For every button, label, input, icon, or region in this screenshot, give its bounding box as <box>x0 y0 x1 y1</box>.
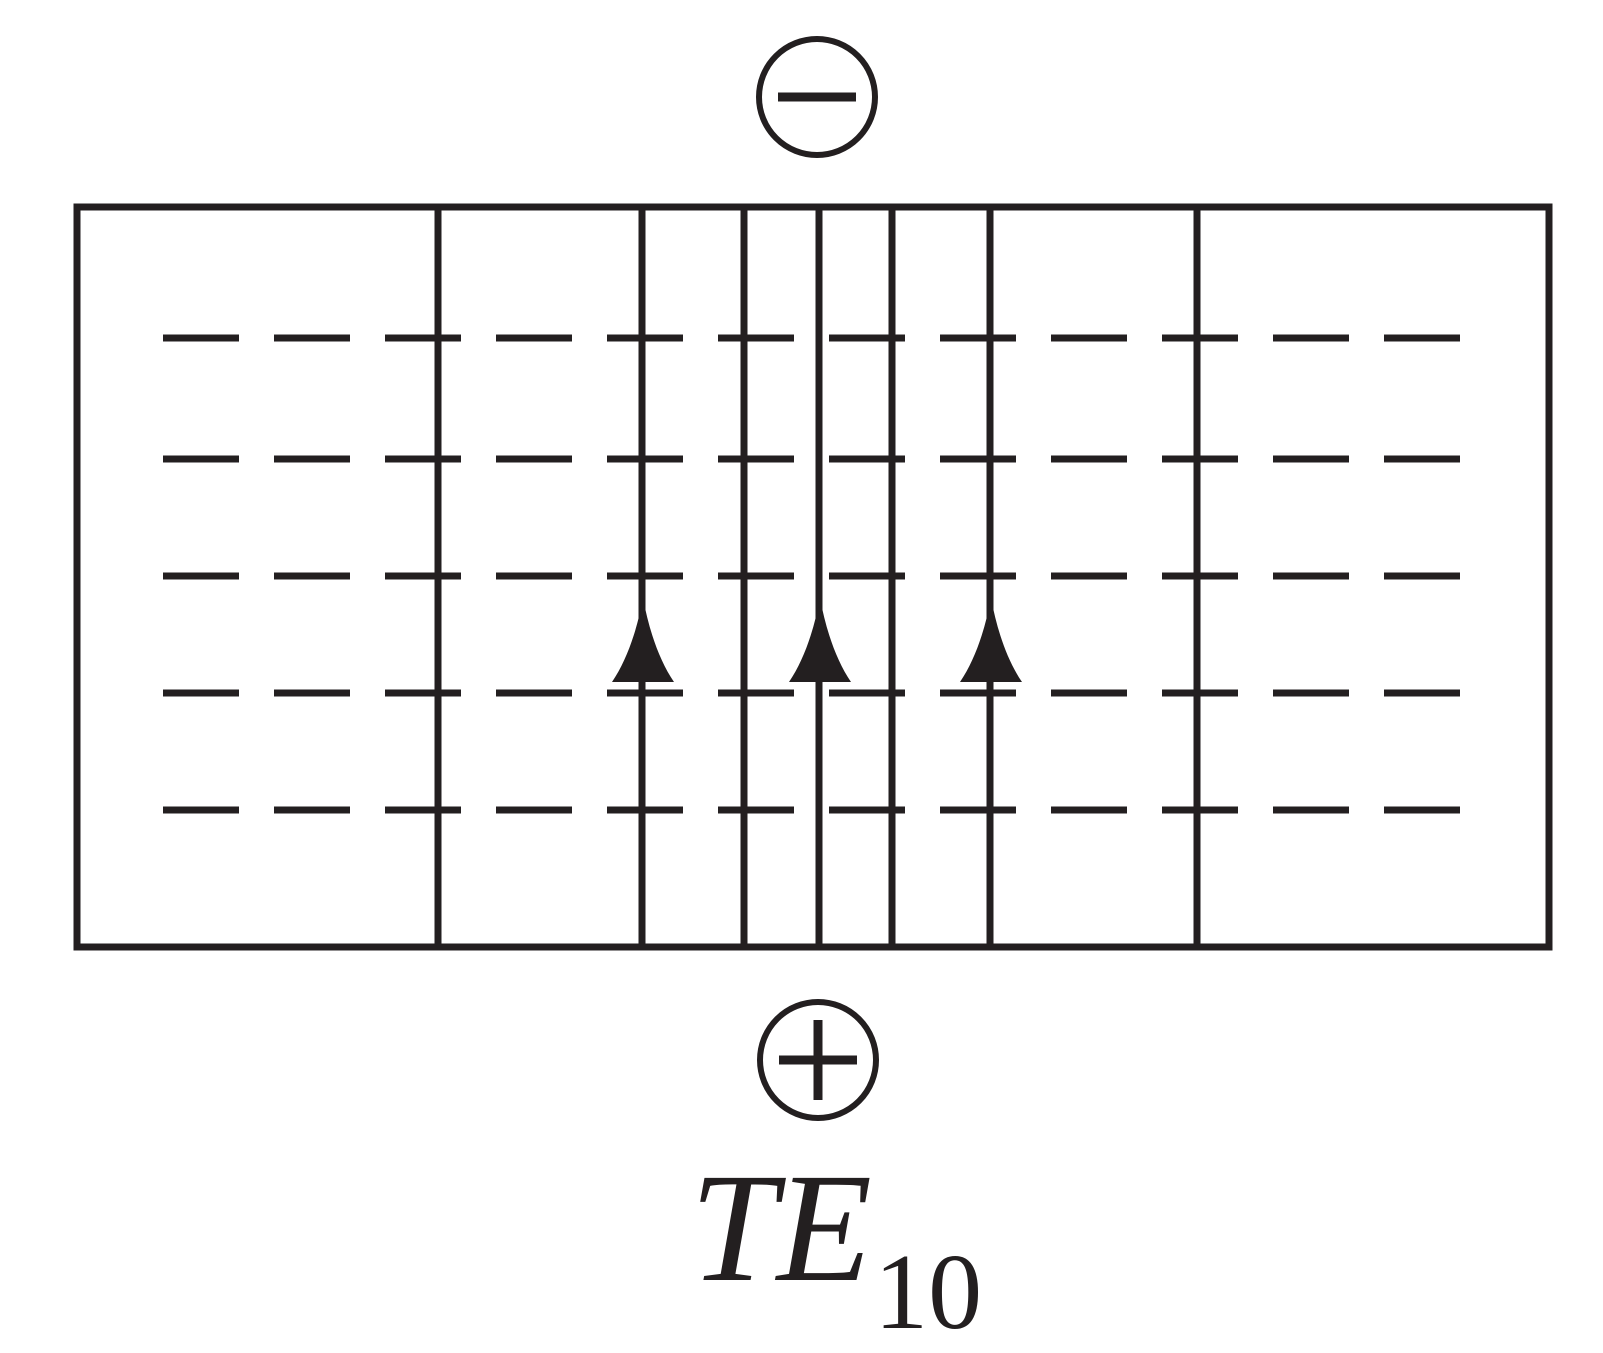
negative-charge-icon <box>756 36 878 158</box>
mode-name: TE <box>690 1141 873 1314</box>
positive-charge-icon <box>757 999 879 1121</box>
waveguide-boundary <box>73 203 1553 951</box>
field-direction-arrows <box>612 598 1022 682</box>
mode-label: TE10 <box>690 1150 982 1347</box>
h-field-dashes <box>163 334 1460 814</box>
up-arrow-icon <box>960 598 1022 682</box>
mode-subscript: 10 <box>874 1233 983 1352</box>
up-arrow-icon <box>612 598 674 682</box>
up-arrow-icon <box>789 598 851 682</box>
